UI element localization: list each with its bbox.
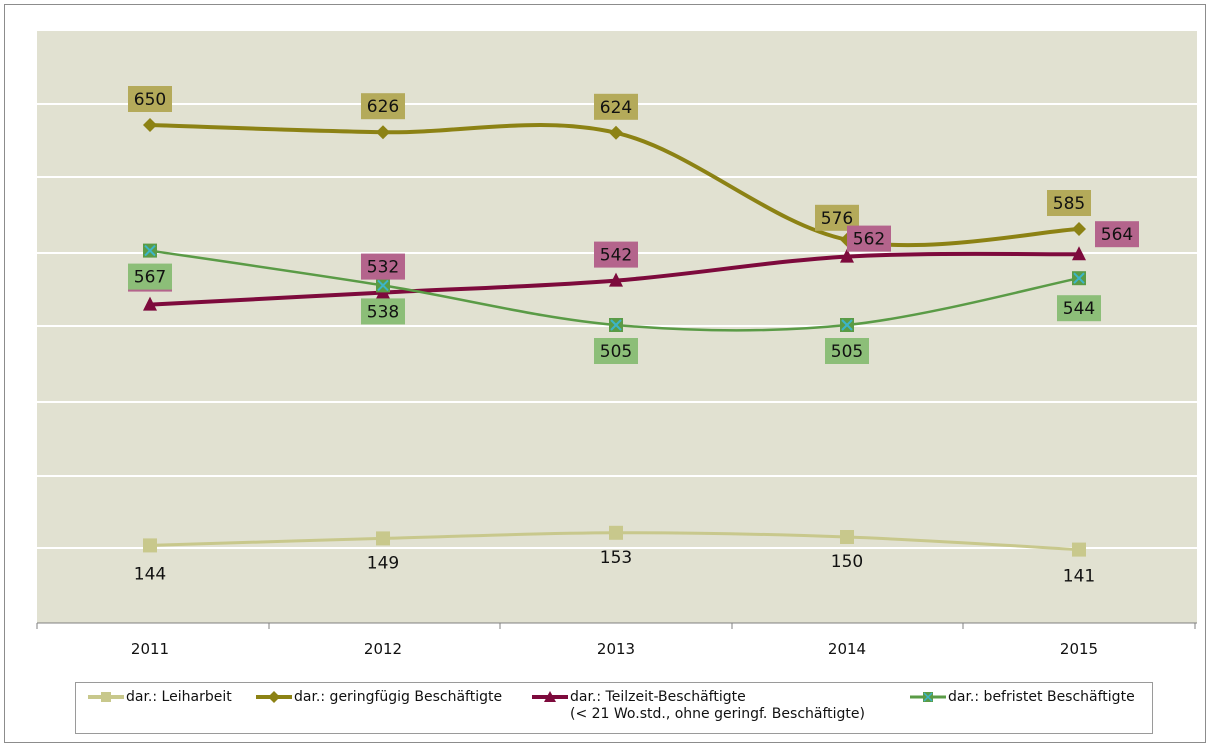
svg-text:505: 505 [600,342,632,362]
data-label-teilzeit-2014: 562 [847,225,891,252]
marker-befristet-2015 [1072,271,1086,286]
marker-geringfuegig-2012 [376,125,390,140]
legend-label-teilzeit: dar.: Teilzeit-Beschäftigte (< 21 Wo.std… [570,689,865,723]
svg-text:532: 532 [367,258,399,278]
marker-teilzeit-2011 [143,296,157,311]
data-label-befristet-2011: 567 [128,263,172,290]
svg-text:576: 576 [821,209,853,229]
data-label-geringfuegig-2013: 624 [594,93,638,120]
marker-teilzeit-2013 [609,272,623,287]
svg-text:144: 144 [134,564,166,584]
data-label-befristet-2015: 544 [1057,295,1101,322]
marker-befristet-2014 [840,318,854,332]
marker-teilzeit-2014 [840,248,854,263]
marker-geringfuegig-2015 [1072,222,1086,236]
legend: dar.: Leiharbeit dar.: geringfügig Besch… [75,682,1153,734]
svg-text:153: 153 [600,548,632,568]
x-tick-label-2011: 2011 [131,640,169,658]
marker-geringfuegig-2011 [143,118,157,132]
marker-leiharbeit-2011 [143,538,157,553]
legend-label-teilzeit-line2: (< 21 Wo.std., ohne geringf. Beschäftigt… [570,706,865,722]
svg-text:538: 538 [367,302,399,322]
data-label-befristet-2014: 505 [825,338,869,364]
data-label-befristet-2012: 538 [361,298,405,325]
data-label-geringfuegig-2011: 650 [128,86,172,112]
chart-frame: 1441491531501416506266245765855225325425… [4,4,1206,743]
legend-swatch-leiharbeit [88,692,124,702]
legend-swatch-befristet [910,692,946,702]
legend-swatch-teilzeit [532,691,568,702]
data-label-teilzeit-2012: 532 [361,253,405,280]
legend-label-teilzeit-line1: dar.: Teilzeit-Beschäftigte [570,689,746,705]
svg-text:505: 505 [831,342,863,362]
svg-text:141: 141 [1063,567,1095,587]
legend-label-geringfuegig: dar.: geringfügig Beschäftigte [294,689,503,705]
marker-leiharbeit-2015 [1072,542,1086,557]
data-label-geringfuegig-2012: 626 [361,93,405,120]
line-chart: 1441491531501416506266245765855225325425… [36,31,1197,658]
data-label-leiharbeit-2015: 141 [1063,567,1095,587]
data-label-befristet-2013: 505 [594,338,638,364]
svg-text:544: 544 [1063,299,1095,319]
x-tick-label-2012: 2012 [364,640,402,658]
svg-text:542: 542 [600,246,632,266]
x-tick-label-2014: 2014 [828,640,866,658]
marker-befristet-2013 [609,318,623,332]
marker-befristet-2011 [143,243,157,258]
marker-befristet-2012 [376,278,390,293]
legend-label-befristet: dar.: befristet Beschäftigte [948,689,1135,705]
legend-label-leiharbeit: dar.: Leiharbeit [126,689,232,705]
data-label-teilzeit-2015: 564 [1095,221,1139,248]
svg-text:150: 150 [831,552,863,572]
svg-text:149: 149 [367,553,399,573]
marker-geringfuegig-2013 [609,125,623,140]
marker-leiharbeit-2013 [609,525,623,540]
marker-leiharbeit-2012 [376,531,390,546]
svg-text:585: 585 [1053,194,1085,214]
data-label-geringfuegig-2015: 585 [1047,190,1091,216]
x-tick-label-2015: 2015 [1060,640,1098,658]
data-label-leiharbeit-2014: 150 [831,552,863,572]
data-label-leiharbeit-2013: 153 [600,548,632,568]
marker-teilzeit-2015 [1072,246,1086,261]
data-label-leiharbeit-2011: 144 [134,564,166,584]
svg-text:562: 562 [853,230,885,250]
x-tick-label-2013: 2013 [597,640,635,658]
marker-leiharbeit-2014 [840,530,854,544]
data-label-leiharbeit-2012: 149 [367,553,399,573]
svg-text:626: 626 [367,97,399,117]
svg-text:650: 650 [134,90,166,110]
svg-text:567: 567 [134,268,166,288]
svg-text:624: 624 [600,98,632,118]
legend-swatch-geringfuegig [256,691,292,703]
svg-text:564: 564 [1101,225,1133,245]
data-label-teilzeit-2013: 542 [594,241,638,268]
